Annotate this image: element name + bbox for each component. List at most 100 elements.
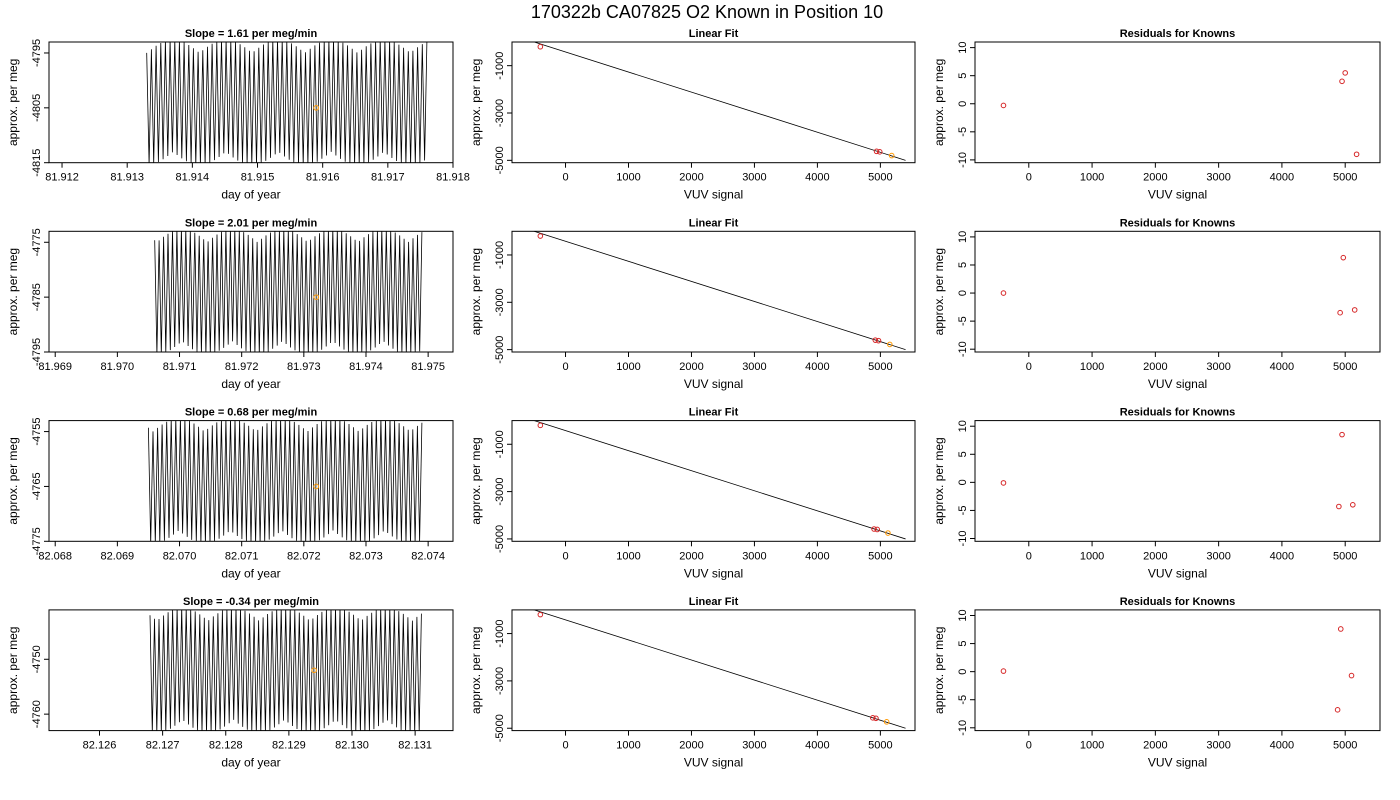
panel-1-2-ytick-label-2: 0	[957, 290, 969, 296]
panel-3-1-title: Linear Fit	[689, 596, 739, 608]
panel-2-0-series-line	[148, 420, 423, 542]
panel-3-2-ytick-label-3: 5	[957, 641, 969, 647]
panel-1-0-xtick-label-4: 81.973	[287, 361, 321, 373]
panel-1-0-marker-point	[313, 294, 320, 300]
panel-1-0-ytick-label-2: -4775	[31, 228, 43, 256]
panel-3-0-xtick-label-2: 82.128	[209, 740, 243, 752]
panel-2-1-xtick-label-0: 0	[562, 550, 568, 562]
panel-3-1-data	[532, 609, 906, 729]
panel-0-1-ytick-label-0: -5000	[494, 146, 506, 174]
panel-0-0-xtick-label-4: 81.916	[306, 172, 340, 184]
panel-0-0-ytick-label-2: -4795	[31, 39, 43, 67]
panel-2-0: Slope = 0.68 per meg/min 82.068 82.069 82.0…	[6, 407, 454, 580]
panel-0-0-data	[146, 42, 428, 163]
panel-3-2-xtick-label-1: 1000	[1080, 740, 1104, 752]
panel-0-2-ytick-label-1: -5	[957, 127, 969, 137]
panel-1-2-xtick-label-1: 1000	[1080, 361, 1104, 373]
panel-1-1-xtick-label-4: 4000	[805, 361, 829, 373]
panel-0-2-xtick-label-4: 4000	[1270, 172, 1294, 184]
panel-2-0-ytick-label-2: -4755	[31, 418, 43, 446]
panel-3-1-fit-line	[532, 609, 906, 729]
panel-2-1-xtick-label-5: 5000	[868, 550, 892, 562]
panel-3-1-point-1	[870, 715, 876, 721]
panel-1-2-title: Residuals for Knowns	[1120, 217, 1236, 229]
panel-2-0-data	[148, 420, 423, 542]
panel-1-1-point-3	[887, 341, 893, 348]
panel-3-2-point-2	[1337, 626, 1344, 632]
panel-0-0-ytick-label-0: -4815	[31, 149, 43, 177]
panel-1-2-point-0	[1000, 290, 1007, 296]
panel-1-2-ylabel: approx. per meg	[932, 248, 946, 335]
panel-1-2-ytick-label-1: -5	[957, 316, 969, 326]
panel-0-2-xtick-label-5: 5000	[1333, 172, 1357, 184]
panel-0-2-xlabel: VUV signal	[1148, 188, 1207, 202]
panel-0-1-point-0	[537, 43, 544, 50]
panel-3-0-xtick-label-5: 82.131	[398, 740, 432, 752]
panel-2-1-xtick-label-2: 2000	[679, 550, 703, 562]
panel-3-0-ylabel: approx. per meg	[6, 627, 20, 714]
panel-1-0-data	[154, 231, 423, 352]
panel-1-2-point-1	[1337, 309, 1343, 316]
panel-1-2-ytick-label-3: 5	[957, 262, 969, 268]
panel-3-1-frame	[511, 609, 916, 732]
panel-3-2-xtick-label-5: 5000	[1333, 740, 1357, 752]
panel-2-1-ylabel: approx. per meg	[469, 437, 483, 524]
panel-1-2-frame	[974, 230, 1381, 353]
panel-1-0-xtick-label-5: 81.974	[349, 361, 383, 373]
panel-2-2-frame	[974, 420, 1381, 542]
panel-0-1-xtick-label-0: 0	[562, 172, 568, 184]
panel-3-1-point-2	[873, 715, 879, 722]
panel-2-1-xtick-label-1: 1000	[616, 550, 640, 562]
panel-3-1-xtick-label-2: 2000	[679, 740, 703, 752]
panel-3-1-xtick-label-0: 0	[562, 740, 568, 752]
panel-0-2-xtick-label-2: 2000	[1143, 172, 1167, 184]
panel-2-0-xtick-label-5: 82.073	[349, 550, 383, 562]
panel-2-2-point-0	[1000, 480, 1007, 486]
panel-2-1-xtick-label-3: 3000	[742, 550, 766, 562]
panel-3-2-point-3	[1348, 672, 1355, 679]
panel-0-0-xtick-label-2: 81.914	[176, 172, 210, 184]
panel-1-2-xtick-label-0: 0	[1026, 361, 1032, 373]
panel-3-2-xtick-label-0: 0	[1026, 740, 1032, 752]
panel-0-1-xtick-label-4: 4000	[805, 172, 829, 184]
panel-1-2-xtick-label-2: 2000	[1143, 361, 1167, 373]
panel-1-1-xtick-label-3: 3000	[742, 361, 766, 373]
panel-0-1-data	[532, 42, 906, 161]
panel-0-1: Linear Fit 0 1000 2000 3000 4000 5000 -5000 -300…	[469, 28, 916, 202]
panel-2-0-xtick-label-1: 82.069	[101, 550, 135, 562]
panel-0-1-fit-line	[532, 42, 906, 161]
panel-2-1-xlabel: VUV signal	[684, 566, 743, 580]
panel-2-0-xtick-label-0: 82.068	[38, 550, 72, 562]
panel-0-1-point-1	[873, 148, 880, 155]
panel-0-0-xtick-label-6: 81.918	[436, 172, 470, 184]
panel-1-2-point-3	[1351, 307, 1358, 313]
panel-3-0-title: Slope = -0.34 per meg/min	[183, 596, 319, 608]
panel-1-0: Slope = 2.01 per meg/min 81.969 81.970 81.9…	[6, 217, 454, 391]
panel-2-1-ytick-label-1: -3000	[494, 478, 506, 506]
panel-2-1-xtick-label-4: 4000	[805, 550, 829, 562]
panel-1-1-xlabel: VUV signal	[684, 377, 743, 391]
panel-2-2-xtick-label-0: 0	[1026, 550, 1032, 562]
panel-0-2-point-2	[1342, 70, 1348, 76]
panel-2-2-ylabel: approx. per meg	[932, 437, 946, 524]
panel-1-0-series-line	[154, 231, 423, 352]
panel-1-2-xtick-label-4: 4000	[1270, 361, 1294, 373]
panel-0-2-point-3	[1353, 151, 1360, 158]
panel-0-2-frame	[974, 41, 1381, 164]
panel-3-2-ytick-label-2: 0	[957, 669, 969, 675]
panel-1-1-xtick-label-0: 0	[562, 361, 568, 373]
panel-3-2-data	[1000, 626, 1355, 713]
panel-3-2-xlabel: VUV signal	[1148, 756, 1207, 770]
panel-0-0-xtick-label-3: 81.915	[241, 172, 275, 184]
panel-0-1-ytick-label-2: -1000	[494, 52, 506, 80]
panel-1-2-xtick-label-3: 3000	[1206, 361, 1230, 373]
panel-1-2: Residuals for Knowns 0 1000 2000 3000 4000 500…	[932, 217, 1381, 391]
panel-2-2-data	[1000, 431, 1356, 510]
panel-2-2-point-1	[1336, 503, 1342, 510]
panel-2-0-ytick-label-0: -4775	[31, 527, 43, 555]
panel-1-1-ytick-label-2: -1000	[494, 241, 506, 269]
panel-2-1-fit-line	[532, 420, 906, 540]
panel-2-2-xtick-label-1: 1000	[1080, 550, 1104, 562]
panel-0-1-xtick-label-5: 5000	[868, 172, 892, 184]
